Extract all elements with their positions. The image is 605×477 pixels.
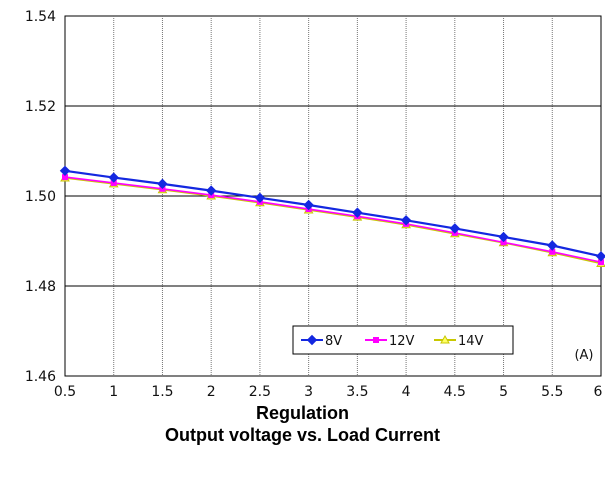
data-point-8v <box>303 199 314 211</box>
x-tick-label: 2 <box>207 384 216 400</box>
y-gridlines <box>65 105 601 287</box>
data-point-8v <box>498 231 509 243</box>
legend-marker-8v <box>306 334 318 346</box>
y-tick-label: 1.48 <box>25 279 56 295</box>
series-line-12v <box>64 176 602 263</box>
chart: 0.5 1 1.5 2 2.5 3 3.5 4 4.5 5 5.5 6 1.461.481.501.5… <box>25 9 605 400</box>
x-tick-label: 2.5 <box>249 384 271 400</box>
legend-box <box>292 325 514 355</box>
legend-label-12v: 12V <box>389 334 415 349</box>
data-point-12v <box>549 248 556 255</box>
legend-marker-12v <box>373 337 379 343</box>
legend-label-14v: 14V <box>458 334 484 349</box>
legend: 8V 12V 14V <box>292 325 514 355</box>
y-axis-tick-labels: 1.46 1.48 1.50 1.52 1.54 <box>25 9 56 385</box>
data-point-8v <box>157 178 168 190</box>
y-tick-label: 1.50 <box>25 189 56 205</box>
y-tick-label: 1.46 <box>25 369 56 385</box>
series-line-8v <box>64 169 602 258</box>
data-point-8v <box>449 223 461 234</box>
x-tick-label: 4 <box>402 384 411 400</box>
data-point-8v <box>547 240 558 251</box>
data-point-12v <box>62 174 68 181</box>
data-point-8v <box>595 251 605 262</box>
x-tick-label: 3 <box>304 384 313 400</box>
chart-title: Regulation <box>256 403 349 423</box>
legend-marker-14v <box>440 334 450 344</box>
data-point-8v <box>108 172 119 183</box>
y-tick-label: 1.52 <box>25 99 56 115</box>
data-point-8v <box>205 185 217 196</box>
x-tick-label: 4.5 <box>444 384 466 400</box>
x-axis-tick-labels: 0.5 1 1.5 2 2.5 3 3.5 4 4.5 5 5.5 6 <box>54 384 603 400</box>
data-point-8v <box>59 165 71 177</box>
series-group <box>59 165 605 267</box>
data-point-12v <box>500 239 507 246</box>
x-tick-label: 5.5 <box>541 384 563 400</box>
data-point-8v <box>352 207 363 218</box>
data-point-8v <box>400 215 412 226</box>
x-tick-label: 3.5 <box>346 384 368 400</box>
chart-subtitle: Output voltage vs. Load Current <box>164 425 441 445</box>
x-tick-label: 6 <box>594 384 603 400</box>
data-point-8v <box>254 192 266 204</box>
x-tick-label: 1.5 <box>151 384 173 400</box>
x-tick-label: 1 <box>109 384 118 400</box>
x-tick-label: 0.5 <box>54 384 76 400</box>
x-tick-label: 5 <box>499 384 508 400</box>
y-tick-label: 1.54 <box>25 9 56 25</box>
x-axis-unit-label: (A) <box>574 348 593 363</box>
data-point-12v <box>110 179 117 186</box>
legend-label-8v: 8V <box>325 334 342 349</box>
data-point-12v <box>598 259 604 266</box>
